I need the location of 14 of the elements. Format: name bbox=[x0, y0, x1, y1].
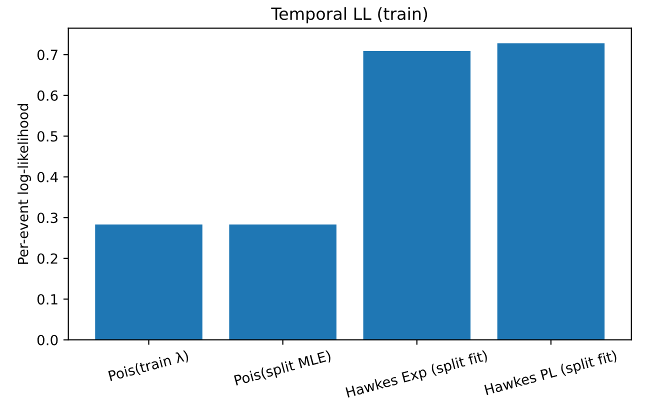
y-tick-label: 0.5 bbox=[37, 131, 58, 142]
y-tick-label: 0.4 bbox=[37, 172, 58, 182]
y-tick-label: 0.7 bbox=[37, 50, 58, 60]
chart-title: Temporal LL (train) bbox=[271, 7, 428, 24]
y-tick-label: 0.0 bbox=[37, 334, 58, 346]
bar bbox=[95, 224, 202, 340]
bar bbox=[497, 43, 605, 340]
bar bbox=[229, 224, 336, 340]
y-tick-label: 0.2 bbox=[37, 253, 58, 264]
y-tick-label: 0.1 bbox=[37, 294, 58, 305]
y-tick-label: 0.6 bbox=[37, 90, 58, 101]
bar bbox=[363, 50, 471, 340]
y-axis-title: Per-event log-likelihood bbox=[18, 104, 31, 264]
y-tick-label: 0.3 bbox=[37, 212, 58, 224]
